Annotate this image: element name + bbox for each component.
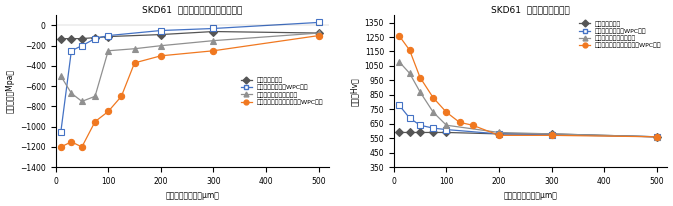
Title: SKD61  各処理別圧縮残留応力分布: SKD61 各処理別圧縮残留応力分布 bbox=[142, 6, 242, 15]
X-axis label: 表面からの深さ（μm）: 表面からの深さ（μm） bbox=[166, 191, 219, 200]
Legend: 焼入・焼戻し品, 焼入・焼戻し品＋WPC処理, 焼入・焼戻し品＋　窒化, 焼入・焼戻し品＋　窒化＋WPC処理: 焼入・焼戻し品, 焼入・焼戻し品＋WPC処理, 焼入・焼戻し品＋ 窒化, 焼入・… bbox=[577, 19, 664, 50]
Title: SKD61  各処理別硬度分布: SKD61 各処理別硬度分布 bbox=[491, 6, 570, 15]
Y-axis label: 硬さ（Hv）: 硬さ（Hv） bbox=[350, 77, 359, 106]
Legend: 焼入・焼戻し品, 焼入・焼戻し品＋WPC処理, 焼入・焼戻し品＋　窒化, 焼入・焼戻し品＋　窒化＋WPC処理: 焼入・焼戻し品, 焼入・焼戻し品＋WPC処理, 焼入・焼戻し品＋ 窒化, 焼入・… bbox=[238, 75, 326, 107]
Y-axis label: 残留応力（Mpa）: 残留応力（Mpa） bbox=[5, 69, 15, 113]
X-axis label: 表面からの深さ（μm）: 表面からの深さ（μm） bbox=[503, 191, 557, 200]
